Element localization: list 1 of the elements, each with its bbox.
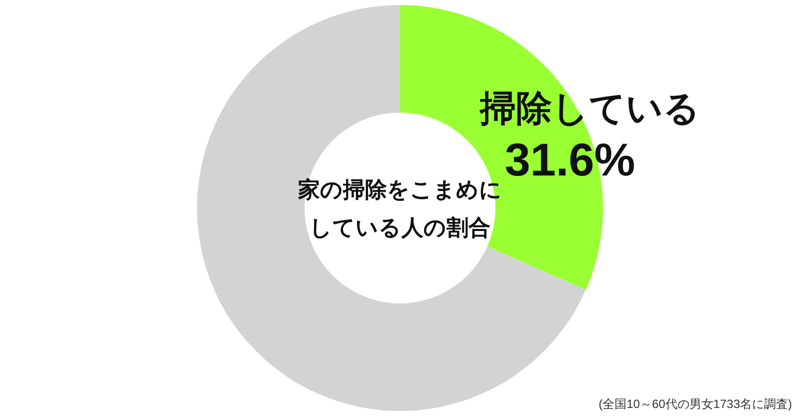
text: (全国10～60代の男女1733名に調査): [598, 397, 792, 411]
